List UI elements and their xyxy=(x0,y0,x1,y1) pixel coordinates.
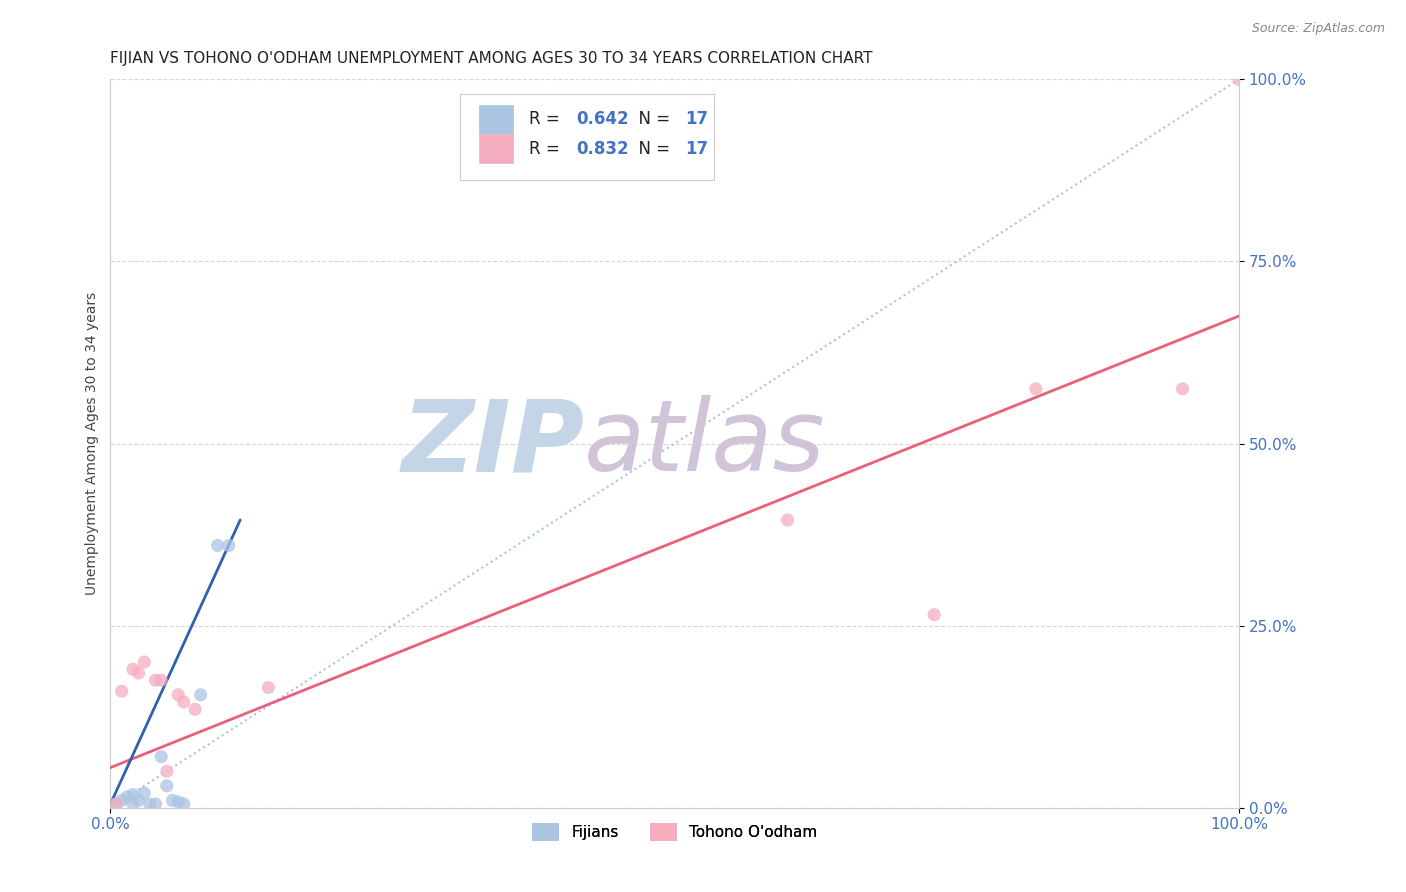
Point xyxy=(145,797,167,811)
Point xyxy=(117,789,139,804)
Text: 17: 17 xyxy=(685,139,709,158)
Point xyxy=(122,662,145,676)
Text: 17: 17 xyxy=(685,111,709,128)
Point xyxy=(122,797,145,811)
Point xyxy=(776,513,799,527)
Point xyxy=(162,793,184,807)
Point xyxy=(257,681,280,695)
Point xyxy=(1171,382,1194,396)
Text: FIJIAN VS TOHONO O'ODHAM UNEMPLOYMENT AMONG AGES 30 TO 34 YEARS CORRELATION CHAR: FIJIAN VS TOHONO O'ODHAM UNEMPLOYMENT AM… xyxy=(111,51,873,66)
Point xyxy=(173,695,195,709)
Point xyxy=(145,673,167,688)
Text: Source: ZipAtlas.com: Source: ZipAtlas.com xyxy=(1251,22,1385,36)
Point xyxy=(184,702,207,716)
Y-axis label: Unemployment Among Ages 30 to 34 years: Unemployment Among Ages 30 to 34 years xyxy=(86,292,100,595)
Point xyxy=(122,788,145,802)
Text: N =: N = xyxy=(628,139,676,158)
FancyBboxPatch shape xyxy=(460,94,714,180)
FancyBboxPatch shape xyxy=(479,105,513,134)
Point xyxy=(207,539,229,553)
Point xyxy=(167,688,190,702)
Text: R =: R = xyxy=(529,111,565,128)
Point xyxy=(134,786,156,800)
Point xyxy=(190,688,212,702)
Point xyxy=(167,795,190,809)
Point xyxy=(105,797,128,811)
Text: atlas: atlas xyxy=(585,395,825,492)
Point xyxy=(111,793,134,807)
Point xyxy=(156,764,179,779)
Point xyxy=(1227,72,1250,87)
Text: R =: R = xyxy=(529,139,565,158)
Point xyxy=(111,684,134,698)
Text: 0.642: 0.642 xyxy=(576,111,628,128)
FancyBboxPatch shape xyxy=(479,134,513,163)
Point xyxy=(173,797,195,811)
Point xyxy=(1025,382,1047,396)
Point xyxy=(105,797,128,811)
Point xyxy=(139,797,162,811)
Text: ZIP: ZIP xyxy=(401,395,585,492)
Point xyxy=(218,539,240,553)
Point xyxy=(134,655,156,669)
Point xyxy=(128,665,150,680)
Point xyxy=(150,749,173,764)
Point xyxy=(150,673,173,688)
Point xyxy=(922,607,945,622)
Point xyxy=(128,793,150,807)
Text: 0.832: 0.832 xyxy=(576,139,628,158)
Legend: Fijians, Tohono O'odham: Fijians, Tohono O'odham xyxy=(526,816,824,847)
Text: N =: N = xyxy=(628,111,676,128)
Point xyxy=(156,779,179,793)
